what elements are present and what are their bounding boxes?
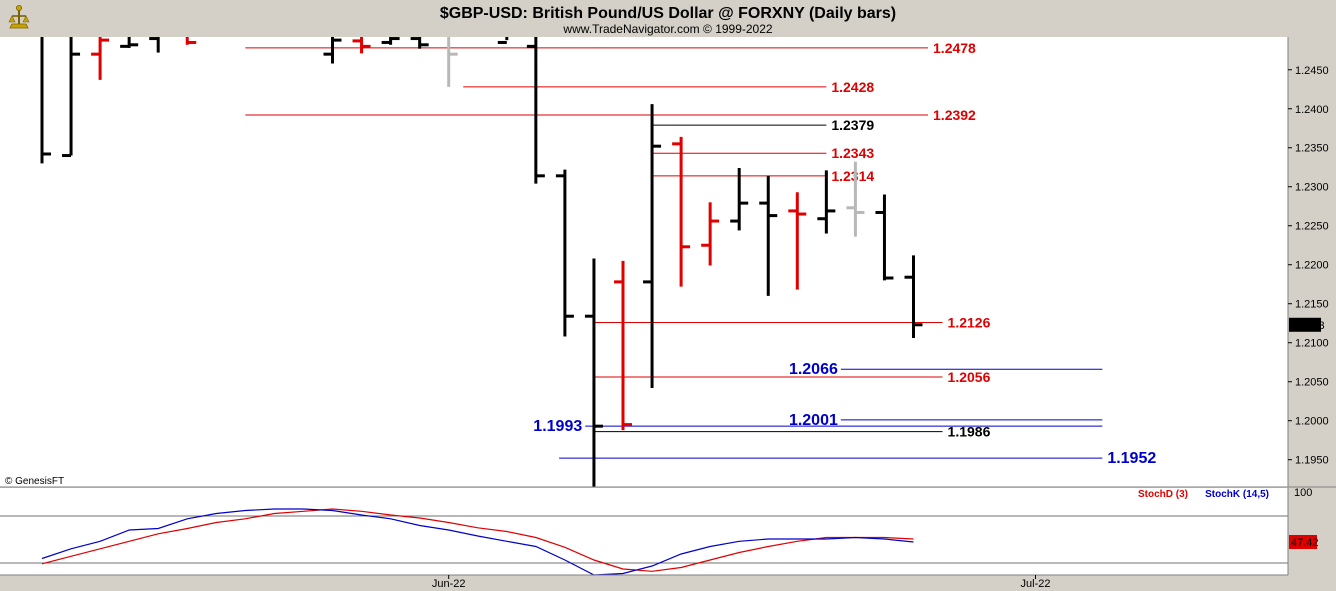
ohlc-bar [759,175,778,296]
ohlc-bar [875,194,894,281]
price-tick-label: 1.1950 [1295,455,1329,467]
app-logo [6,4,32,32]
chart-subtitle: www.TradeNavigator.com © 1999-2022 [562,22,772,36]
ohlc-bar [185,37,197,45]
price-tick-label: 1.2300 [1295,182,1329,194]
ohlc-bar [526,37,545,184]
chart-title: $GBP-USD: British Pound/US Dollar @ FORX… [440,5,896,22]
time-axis: Jun-22 Jul-22 [432,575,1051,590]
ohlc-bar [352,37,371,54]
level-label: 1.2478 [933,40,976,56]
level-label: 1.2428 [831,79,874,95]
level-label: 1.2392 [933,107,976,123]
ohlc-bar [817,170,836,234]
price-tick-label: 1.2400 [1295,104,1329,116]
last-price-label: 1.2123 [1291,320,1325,332]
price-tick-label: 1.2100 [1295,338,1329,350]
stoch-last-marker: 47.42 [1289,535,1319,549]
ohlc-bar [62,37,81,158]
price-axis [1288,37,1336,487]
legend-stochk: StochK (14,5) [1205,489,1269,500]
ohlc-bar [555,169,574,337]
price-panel [0,37,1288,487]
price-tick-label: 1.2200 [1295,260,1329,272]
watermark: © GenesisFT [5,476,64,487]
ohlc-bar [120,37,139,48]
price-bars-layer [40,37,923,487]
level-label: 1.2126 [948,314,991,330]
stoch-line-stochk [41,508,914,576]
ohlc-bar [381,37,400,45]
ohlc-bar [643,104,662,388]
ohlc-bar [497,37,509,44]
price-tick-label: 1.2250 [1295,221,1329,233]
level-label: 1.1993 [533,418,582,435]
price-tick-label: 1.2050 [1295,377,1329,389]
level-label: 1.2066 [789,361,838,378]
level-label: 1.2379 [831,117,874,133]
ohlc-bar [672,136,691,287]
level-label: 1.2343 [831,145,874,161]
ohlc-bar [40,37,51,164]
ohlc-bar [447,37,458,87]
level-label: 1.2056 [948,369,991,385]
stoch-last-label: 47.42 [1291,537,1319,549]
level-label: 1.2001 [789,412,838,429]
ohlc-bar [904,255,923,339]
time-tick-label: Jul-22 [1021,578,1051,590]
time-tick-label: Jun-22 [432,578,466,590]
ohlc-bar [584,258,603,487]
ohlc-bar [149,37,160,53]
price-axis-ticks: 1.2450 1.2400 1.2350 1.2300 1.2250 1.2200 1.21… [1288,65,1329,467]
ohlc-bar [614,260,632,431]
stochastic-lines [41,508,914,576]
price-tick-label: 1.2350 [1295,143,1329,155]
level-label: 1.2314 [831,168,874,184]
stoch-axis [1288,488,1336,575]
ohlc-bar [846,161,865,237]
ohlc-bar [788,192,807,290]
stochastic-panel [0,488,1288,575]
price-tick-label: 1.2450 [1295,65,1329,77]
ohlc-bar [91,37,110,80]
ohlc-bar [701,202,720,266]
stoch-line-stochd [41,508,914,572]
level-label: 1.1952 [1107,450,1156,467]
last-price-marker: 1.2123 [1289,317,1325,332]
stoch-axis-tick: 100 [1294,487,1312,499]
ohlc-bar [410,37,429,49]
level-label: 1.1986 [948,424,991,440]
ohlc-bar [730,168,749,231]
ohlc-bar [323,37,342,64]
price-tick-label: 1.2150 [1295,299,1329,311]
legend-stochd: StochD (3) [1138,489,1188,500]
price-tick-label: 1.2000 [1295,416,1329,428]
